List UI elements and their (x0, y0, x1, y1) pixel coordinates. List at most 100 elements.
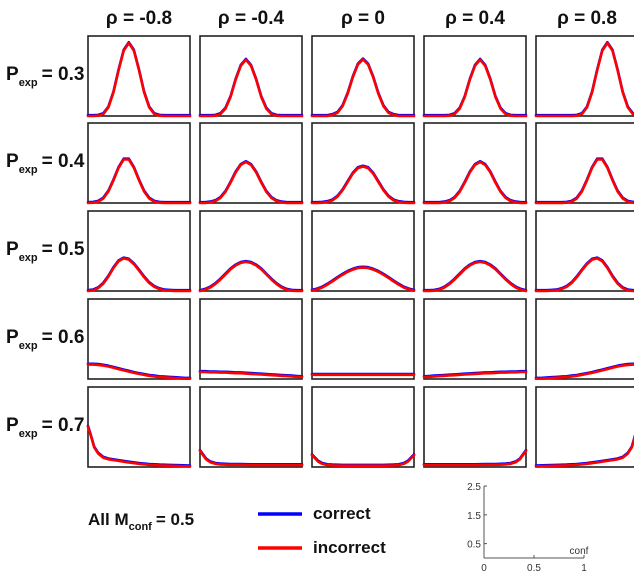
panel-frame (199, 35, 303, 117)
panel (86, 386, 192, 468)
panel (534, 298, 634, 380)
panel-frame (87, 35, 191, 117)
panel-frame (535, 210, 634, 292)
panel (310, 298, 416, 380)
series-line-incorrect (534, 435, 634, 468)
series-line-incorrect (534, 257, 634, 293)
row-label-value: = 0.7 (42, 415, 85, 436)
series-line-incorrect (534, 158, 634, 205)
series-line-incorrect (422, 370, 528, 379)
series-line-incorrect (198, 370, 304, 379)
panel (422, 386, 528, 468)
panel-frame (423, 210, 527, 292)
panel-frame (87, 210, 191, 292)
key-x-tick-label: 0.5 (527, 563, 541, 574)
legend-label-correct: correct (313, 504, 371, 523)
series-line-incorrect (86, 41, 192, 118)
column-title: ρ = -0.4 (218, 8, 285, 29)
note-sub: conf (129, 521, 153, 533)
series-line-incorrect (422, 160, 528, 205)
panel (198, 298, 304, 380)
panel-grid (86, 35, 634, 468)
series-line-incorrect (198, 449, 304, 467)
column-titles: ρ = -0.8 ρ = -0.4 ρ = 0 ρ = 0.4 ρ = 0.8 (106, 8, 617, 29)
row-label-sub: exp (19, 77, 38, 89)
panel (86, 298, 192, 380)
key-y-tick-label: 2.5 (467, 482, 481, 493)
series-line-incorrect (310, 453, 416, 467)
panel-frame (199, 298, 303, 380)
row-label-main: P (6, 64, 19, 85)
panel-frame (423, 35, 527, 117)
column-title: ρ = 0.4 (445, 8, 505, 29)
panel (310, 122, 416, 205)
panel (422, 210, 528, 293)
key-y-tick-label: 1.5 (467, 511, 481, 522)
series-line-incorrect (86, 363, 192, 380)
legend: correct incorrect (258, 504, 386, 557)
panel-frame (87, 386, 191, 468)
series-line-incorrect (86, 425, 192, 468)
row-label: Pexp = 0.7 (6, 415, 84, 440)
panel (198, 122, 304, 205)
series-line-incorrect (86, 257, 192, 293)
panel-frame (87, 298, 191, 380)
row-label: Pexp = 0.3 (6, 64, 84, 89)
key-y-tick-label: 0.5 (467, 540, 481, 551)
series-line-incorrect (310, 165, 416, 205)
panel-frame (199, 210, 303, 292)
key-x-tick-label: 1 (581, 563, 587, 574)
note-main: All M (88, 510, 129, 529)
row-label-main: P (6, 239, 19, 260)
row-label-value: = 0.6 (42, 327, 85, 348)
panel (86, 210, 192, 293)
panel (198, 35, 304, 118)
row-label: Pexp = 0.5 (6, 239, 85, 264)
column-title: ρ = 0 (341, 8, 385, 29)
row-label-sub: exp (19, 428, 38, 440)
panel-frame (311, 298, 415, 380)
panel-frame (311, 122, 415, 204)
panel (534, 35, 634, 118)
note-label: All Mconf = 0.5 (88, 510, 194, 533)
series-line-incorrect (422, 449, 528, 467)
panel-frame (311, 35, 415, 117)
row-label-sub: exp (19, 252, 38, 264)
panel (310, 35, 416, 118)
row-label-main: P (6, 151, 19, 172)
panel-frame (311, 386, 415, 468)
panel (534, 122, 634, 205)
panel (86, 35, 192, 118)
series-line-incorrect (198, 260, 304, 293)
series-line-incorrect (422, 260, 528, 293)
series-line-incorrect (310, 266, 416, 292)
panel-frame (87, 122, 191, 204)
row-label-value: = 0.5 (42, 239, 85, 260)
panel-frame (535, 386, 634, 468)
panel-frame (423, 298, 527, 380)
row-label: Pexp = 0.6 (6, 327, 84, 352)
legend-label-incorrect: incorrect (313, 538, 386, 557)
panel (86, 122, 192, 205)
row-label-sub: exp (19, 164, 38, 176)
panel-frame (311, 210, 415, 292)
panel-frame (423, 386, 527, 468)
panel-frame (199, 386, 303, 468)
row-label-value: = 0.3 (42, 64, 85, 85)
series-line-incorrect (422, 58, 528, 118)
panel (422, 35, 528, 118)
panel (310, 386, 416, 468)
row-label-main: P (6, 327, 19, 348)
series-line-incorrect (310, 58, 416, 118)
row-label: Pexp = 0.4 (6, 151, 85, 176)
panel (534, 210, 634, 293)
panel (198, 386, 304, 468)
panel (534, 386, 634, 468)
panel (198, 210, 304, 293)
series-line-incorrect (198, 58, 304, 118)
series-line-incorrect (534, 363, 634, 380)
series-line-incorrect (534, 41, 634, 118)
row-label-main: P (6, 415, 19, 436)
